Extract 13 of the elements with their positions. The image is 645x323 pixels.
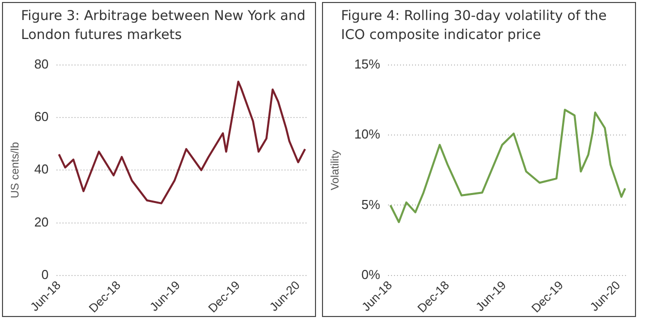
- y-axis-title: Volatility: [330, 149, 342, 190]
- y-tick-label: 5%: [361, 196, 381, 212]
- y-tick-label: 0%: [361, 267, 381, 282]
- chart-title: Figure 3: Arbitrage between New York and London futures markets: [20, 7, 307, 45]
- y-tick-label: 80: [34, 56, 49, 72]
- y-tick-label: 20: [34, 214, 49, 230]
- y-tick-label: 40: [34, 162, 49, 177]
- y-tick-label: 0: [41, 267, 49, 282]
- y-axis-title: US cents/lb: [10, 142, 22, 198]
- y-tick-label: 60: [34, 109, 49, 124]
- y-tick-label: 15%: [354, 56, 381, 72]
- chart-title: Figure 4: Rolling 30-day volatility of the ICO composite indicator price: [340, 7, 608, 45]
- y-tick-label: 10%: [354, 126, 381, 142]
